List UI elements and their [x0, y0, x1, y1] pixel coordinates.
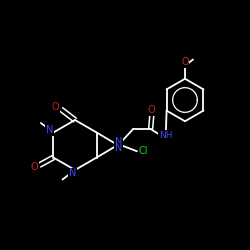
Text: N: N [46, 125, 53, 135]
Text: N: N [115, 143, 122, 153]
Text: NH: NH [159, 131, 172, 140]
Text: N: N [69, 168, 76, 178]
Text: N: N [115, 137, 122, 147]
Text: O: O [31, 162, 38, 172]
Text: Cl: Cl [138, 146, 148, 156]
Text: O: O [181, 57, 189, 67]
Text: O: O [52, 102, 60, 113]
Text: O: O [148, 105, 155, 115]
